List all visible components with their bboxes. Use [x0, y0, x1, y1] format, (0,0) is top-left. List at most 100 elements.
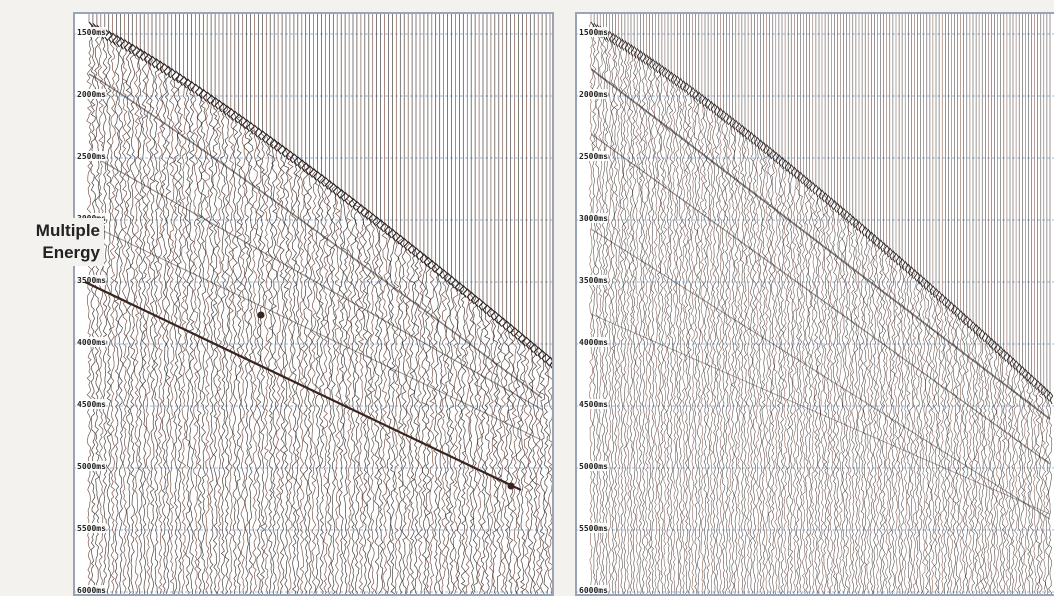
seismic-trace — [508, 14, 513, 596]
first-break-wavelet — [511, 324, 515, 336]
seismic-trace — [823, 14, 827, 596]
seismic-trace — [252, 14, 257, 596]
seismic-trace — [931, 14, 935, 596]
seismic-trace — [520, 14, 525, 596]
callout-line-1: Multiple — [4, 220, 100, 242]
seismic-trace — [599, 14, 603, 596]
seismic-trace — [981, 14, 985, 596]
multiple-marker-dot — [258, 312, 265, 319]
seismic-trace — [639, 14, 643, 596]
seismic-trace — [965, 14, 969, 596]
seismic-trace — [422, 14, 427, 596]
seismic-trace — [682, 14, 686, 596]
seismic-trace — [925, 14, 929, 596]
seismic-trace — [489, 14, 494, 596]
seismic-trace — [768, 14, 772, 596]
first-break-wavelet — [745, 127, 748, 139]
seismic-trace — [845, 14, 849, 596]
seismic-trace — [888, 14, 892, 596]
seismic-trace — [394, 14, 399, 596]
first-break-wavelet — [988, 336, 991, 348]
seismic-trace — [916, 14, 920, 596]
callout-line-2: Energy — [4, 242, 100, 264]
seismic-trace — [660, 14, 664, 596]
seismic-trace — [260, 14, 265, 596]
seismic-trace — [244, 14, 249, 596]
seismic-trace — [793, 14, 796, 596]
seismic-trace — [799, 14, 803, 596]
seismic-trace — [241, 14, 246, 596]
seismic-trace — [713, 14, 717, 596]
seismic-trace — [512, 14, 517, 596]
seismic-trace — [937, 14, 941, 596]
reflection-event — [89, 74, 542, 398]
seismic-trace — [842, 14, 846, 596]
seismic-trace — [185, 14, 190, 596]
seismic-trace — [651, 14, 655, 596]
seismic-trace — [922, 14, 926, 596]
seismic-trace — [636, 14, 640, 596]
seismic-trace — [264, 14, 269, 596]
first-break-wavelet — [982, 330, 985, 342]
seismic-trace — [312, 14, 317, 596]
seismic-trace — [300, 14, 305, 596]
seismic-trace — [382, 14, 387, 596]
traces — [87, 14, 554, 596]
seismic-trace — [91, 14, 96, 596]
first-break-wavelet — [856, 219, 859, 231]
seismic-trace — [676, 14, 679, 596]
seismic-trace — [516, 14, 521, 596]
seismic-trace — [703, 14, 707, 596]
seismic-trace — [802, 14, 805, 596]
first-break-wavelet — [958, 308, 961, 320]
seismic-trace — [481, 14, 486, 596]
seismic-trace — [907, 14, 911, 596]
first-break-wavelet — [184, 76, 188, 88]
first-break-wavelet — [868, 229, 871, 241]
seismic-trace — [284, 14, 289, 596]
first-break-wavelet — [152, 56, 156, 68]
first-break-wavelet — [862, 224, 865, 236]
seismic-trace — [110, 14, 115, 596]
first-break-wavelet — [847, 211, 850, 223]
seismic-trace — [614, 14, 618, 596]
seismic-trace — [737, 14, 741, 596]
seismic-trace — [830, 14, 834, 596]
seismic-trace — [814, 14, 818, 596]
seismic-trace — [1021, 14, 1024, 596]
multiple-energy-callout: Multiple Energy — [4, 218, 104, 266]
seismic-trace — [626, 14, 630, 596]
seismic-trace — [367, 14, 372, 596]
seismic-trace — [771, 14, 775, 596]
seismic-trace — [138, 14, 143, 596]
first-break-wavelet — [859, 221, 862, 233]
first-break-wavelet — [948, 299, 951, 311]
time-tick-label: 3500ms — [579, 276, 608, 285]
seismic-trace — [790, 14, 793, 596]
seismic-trace — [410, 14, 415, 596]
first-break-wavelet — [1038, 381, 1041, 393]
first-break-wavelet — [708, 99, 711, 111]
seismic-trace — [750, 14, 754, 596]
first-break-wavelet — [329, 180, 333, 192]
time-tick-label: 6000ms — [77, 586, 106, 595]
seismic-trace — [327, 14, 332, 596]
seismic-trace — [221, 14, 226, 596]
seismic-trace — [540, 14, 545, 596]
seismic-trace — [781, 14, 785, 596]
first-break-wavelet — [643, 53, 646, 65]
seismic-trace — [787, 14, 791, 596]
first-break-wavelet — [499, 315, 503, 327]
seismic-trace — [524, 14, 529, 596]
seismic-trace — [114, 14, 119, 596]
seismic-trace — [201, 14, 206, 596]
seismic-trace — [536, 14, 541, 596]
seismic-trace — [820, 14, 824, 596]
seismic-trace — [233, 14, 238, 596]
first-break-wavelet — [662, 65, 665, 77]
first-break-wavelet — [801, 172, 804, 184]
first-break-wavelet — [979, 327, 982, 339]
seismic-trace — [975, 14, 979, 596]
first-break-wavelet — [440, 267, 444, 279]
